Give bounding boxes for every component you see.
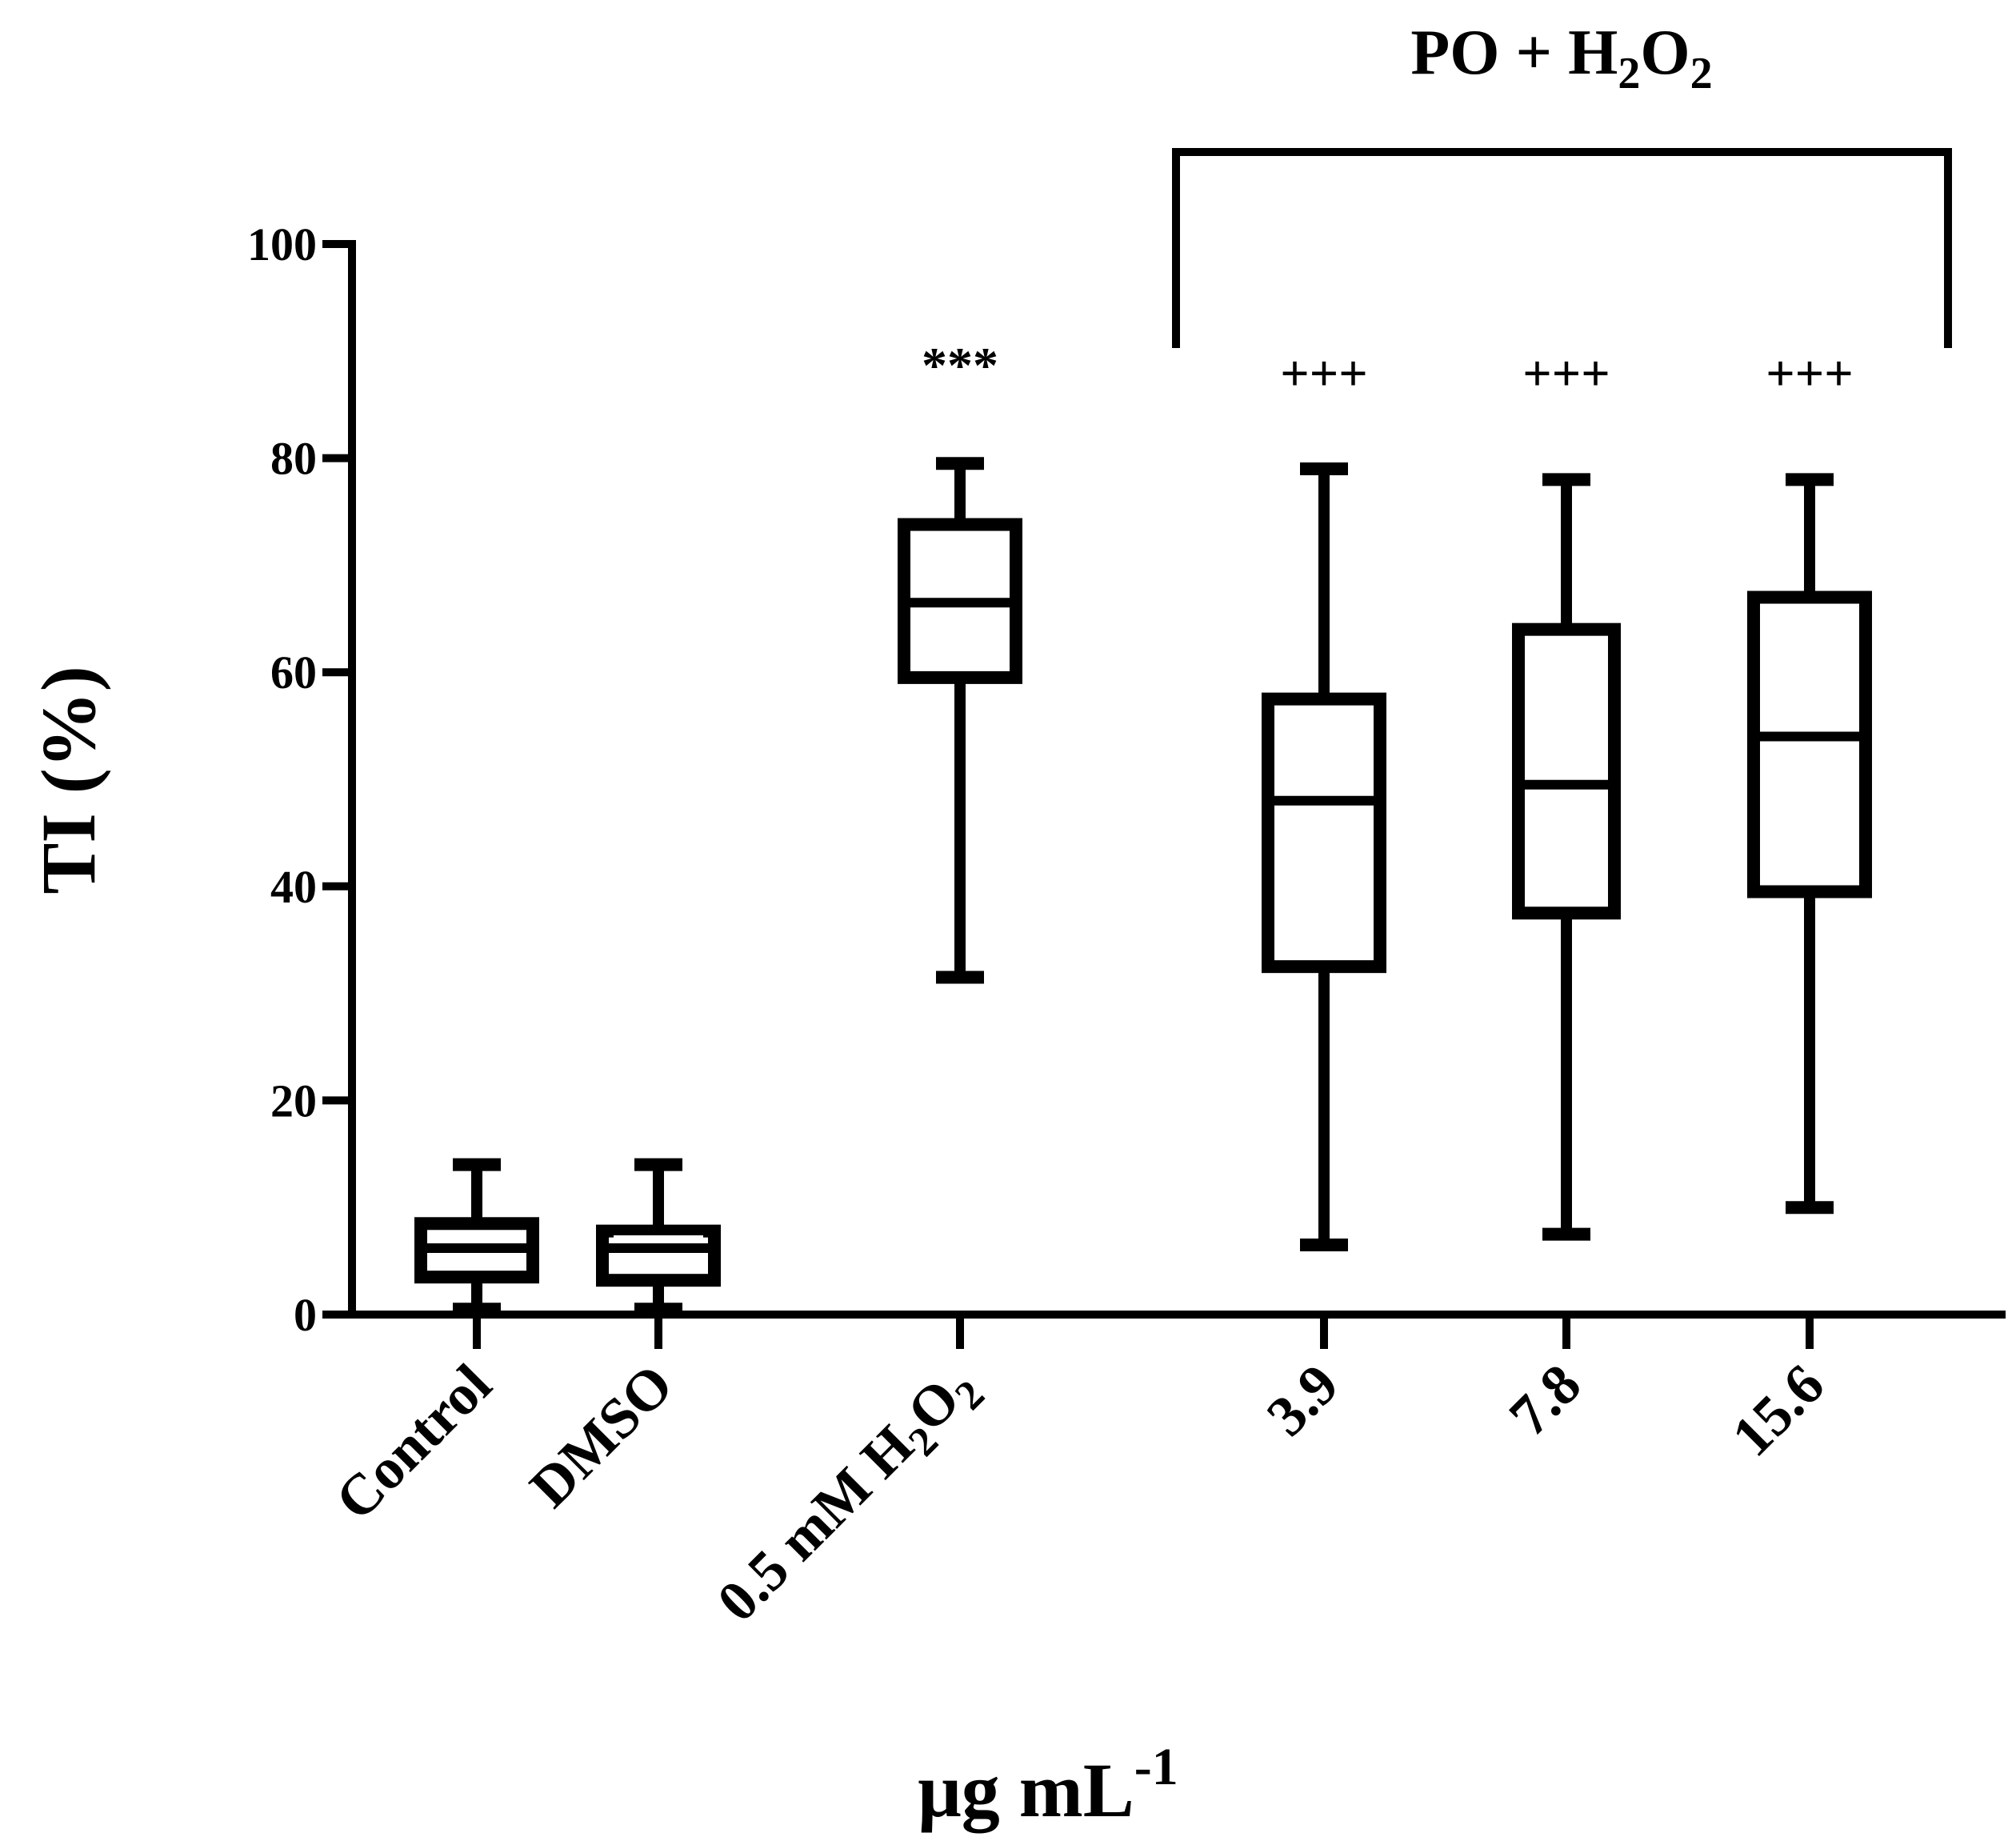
y-axis-label: TI (%)	[26, 666, 111, 894]
category-labels: Control DMSO 0.5 mM H2O2 3.9 7.8 15.6	[323, 1352, 1837, 1641]
y-tick-label: 20	[270, 1075, 317, 1127]
box-7-8	[1512, 473, 1621, 1241]
x-ticks	[473, 1311, 1814, 1349]
category-label-main: DMSO	[518, 1352, 685, 1519]
significance-mark: ***	[922, 337, 998, 394]
y-tick-label: 0	[294, 1289, 317, 1341]
box-15-6	[1747, 473, 1872, 1215]
category-label: 0.5 mM H2O2	[705, 1352, 994, 1641]
significance-mark: +++	[1766, 345, 1853, 402]
bracket-label-sub2: 2	[1690, 49, 1713, 98]
category-label-main: 7.8	[1497, 1352, 1593, 1448]
category-label-main: Control	[323, 1352, 503, 1532]
significance-mark: +++	[1522, 345, 1610, 402]
x-axis-label-sup: -1	[1134, 1738, 1178, 1796]
y-tick-label: 80	[270, 433, 317, 485]
box-dmso	[596, 1158, 721, 1316]
box-control	[414, 1158, 539, 1316]
bracket-label-main: PO + H	[1410, 18, 1618, 88]
category-label: 3.9	[1254, 1352, 1350, 1448]
bracket-label: PO + H2O2	[1410, 18, 1712, 98]
iqr-box	[1262, 692, 1386, 974]
category-label: Control	[323, 1352, 503, 1532]
iqr-box	[596, 1224, 721, 1287]
category-label-main: 0.5 mM H	[705, 1413, 926, 1634]
box-3-9	[1262, 462, 1386, 1252]
po-bracket	[1172, 148, 1952, 348]
category-label-main: 15.6	[1720, 1352, 1837, 1469]
significance-annotations: *** +++ +++ +++	[922, 337, 1854, 402]
y-tick-label: 100	[247, 218, 317, 270]
boxes	[414, 457, 1872, 1316]
bracket-label-suffix: O	[1640, 18, 1690, 88]
significance-mark: +++	[1280, 345, 1367, 402]
y-tick-label: 60	[270, 646, 317, 698]
category-label: 7.8	[1497, 1352, 1593, 1448]
category-label: DMSO	[518, 1352, 685, 1519]
box-0-5-mm-h2o2	[898, 457, 1022, 984]
category-label-main: 3.9	[1254, 1352, 1350, 1448]
category-label: 15.6	[1720, 1352, 1837, 1469]
y-ticks: 0 20 40 60 80 100	[247, 218, 356, 1341]
iqr-box	[1747, 590, 1872, 898]
iqr-box	[1512, 622, 1621, 920]
x-axis-label: μg mL-1	[918, 1738, 1178, 1833]
bracket-label-sub1: 2	[1618, 49, 1640, 98]
x-axis-label-main: μg mL	[918, 1747, 1134, 1833]
y-tick-label: 40	[270, 861, 317, 913]
